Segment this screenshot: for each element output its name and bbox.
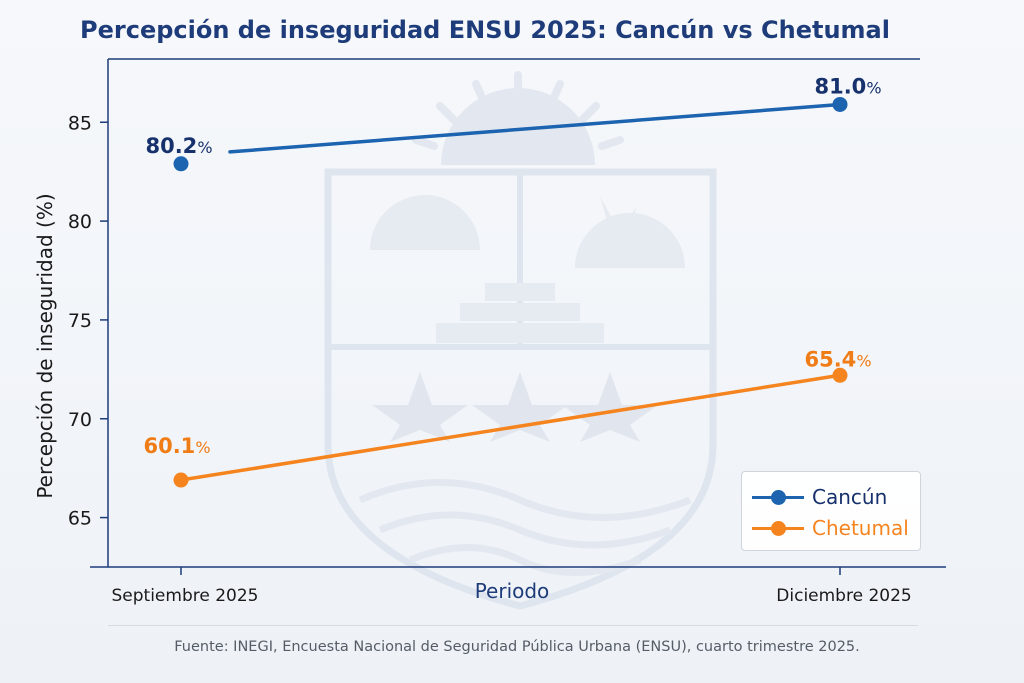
watermark-shield [324, 168, 717, 610]
y-axis-label: Percepción de inseguridad (%) [33, 193, 57, 498]
footer-divider [108, 625, 918, 626]
legend-item-chetumal: Chetumal [742, 513, 920, 543]
data-label-cancun-1: 80.2% [145, 134, 212, 158]
series-line-chetumal [179, 373, 842, 482]
y-tick-label: 85 [68, 112, 92, 134]
chart-title: Percepción de inseguridad ENSU 2025: Can… [80, 16, 890, 44]
x-tick-label: Septiembre 2025 [112, 586, 259, 606]
source-note: Fuente: INEGI, Encuesta Nacional de Segu… [174, 639, 860, 655]
y-tick-label: 75 [68, 310, 92, 332]
y-tick-label: 80 [68, 211, 92, 233]
legend-marker-cancun [771, 490, 786, 505]
data-point-cancun-2 [832, 96, 848, 112]
legend-marker-chetumal [771, 521, 786, 536]
data-label-chetumal-2: 65.4% [804, 347, 871, 371]
data-label-cancun-2: 81.0% [814, 74, 881, 98]
legend-item-cancun: Cancún [742, 482, 920, 512]
y-tick-label: 70 [68, 409, 92, 431]
data-label-chetumal-1: 60.1% [143, 434, 210, 458]
watermark-emblem [324, 71, 717, 610]
legend-label-cancun: Cancún [812, 485, 888, 509]
x-tick-label: Diciembre 2025 [776, 586, 911, 606]
legend-label-chetumal: Chetumal [812, 516, 909, 540]
data-point-cancun-1 [173, 156, 189, 172]
x-axis-label: Periodo [475, 579, 550, 603]
y-tick-label: 65 [68, 508, 92, 530]
data-point-chetumal-1 [173, 472, 189, 488]
data-point-chetumal-2 [832, 367, 848, 383]
legend: Cancún Chetumal [741, 471, 921, 551]
watermark-sun-icon [412, 71, 624, 165]
series-line-cancun [228, 102, 842, 154]
